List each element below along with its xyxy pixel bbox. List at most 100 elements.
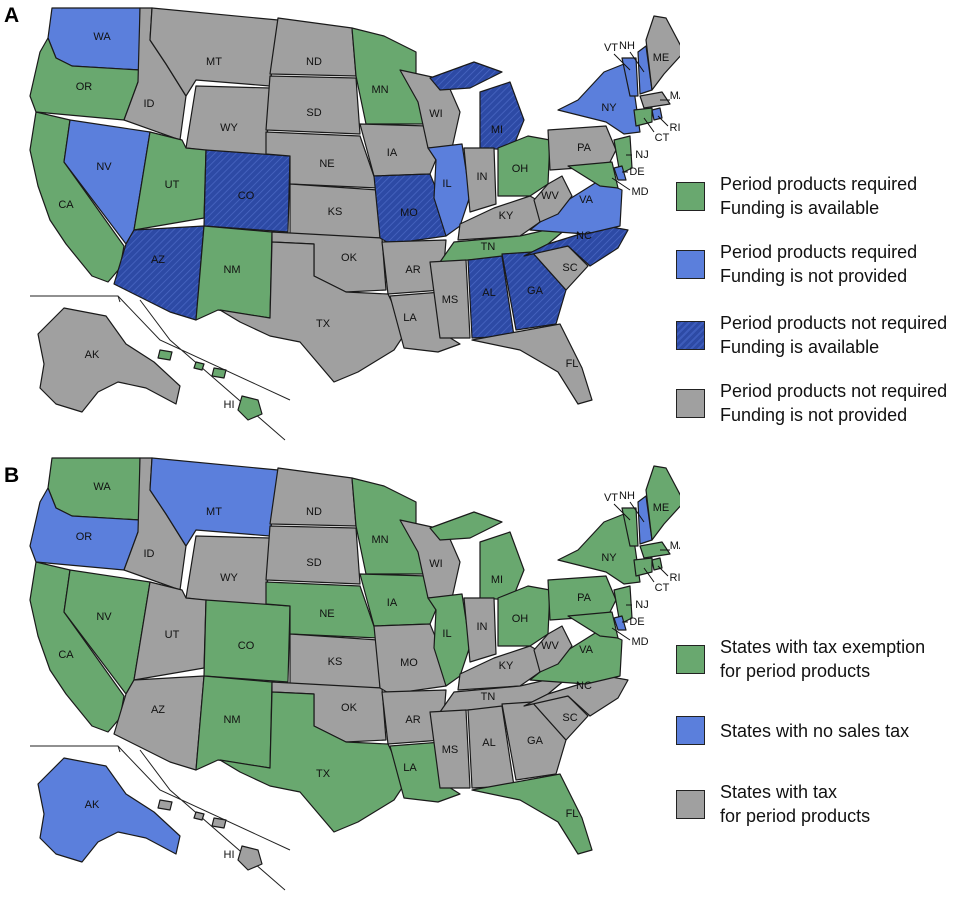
legend-item: Period products required Funding is avail… bbox=[676, 172, 969, 220]
state-wv bbox=[533, 625, 573, 673]
state-label-il: IL bbox=[442, 628, 451, 640]
panel-a-letter: A bbox=[4, 4, 20, 27]
legend-item: States with no sales tax bbox=[676, 716, 969, 745]
state-label-mt: MT bbox=[206, 506, 222, 518]
state-ga bbox=[501, 251, 567, 331]
state-label-ms: MS bbox=[442, 744, 459, 756]
state-label-ne: NE bbox=[319, 158, 334, 170]
state-label-ak: AK bbox=[85, 799, 100, 811]
state-me bbox=[645, 465, 680, 541]
state-label-ct: CT bbox=[655, 582, 670, 594]
leader-line-md bbox=[611, 177, 631, 191]
state-in bbox=[463, 147, 497, 213]
state-label-ct: CT bbox=[655, 132, 670, 144]
state-label-co: CO bbox=[238, 190, 255, 202]
state-label-nd: ND bbox=[306, 506, 322, 518]
legend-label: States with tax exemption bbox=[720, 637, 926, 657]
state-label-ri: RI bbox=[670, 122, 681, 134]
state-label-wv: WV bbox=[541, 640, 559, 652]
state-ak bbox=[37, 757, 181, 863]
state-label-hi: HI bbox=[224, 849, 235, 861]
state-de bbox=[613, 165, 627, 181]
state-md bbox=[567, 611, 619, 639]
state-label-ia: IA bbox=[387, 597, 398, 609]
state-label-co: CO bbox=[238, 640, 255, 652]
state-label-mo: MO bbox=[400, 657, 418, 669]
legend-label: Period products required bbox=[720, 242, 918, 262]
state-label-ga: GA bbox=[527, 735, 544, 747]
state-hi bbox=[157, 799, 263, 871]
legend-swatch bbox=[676, 644, 705, 674]
legend-item: Period products required Funding is not p… bbox=[676, 240, 969, 288]
legend-item: Period products not required Funding is a… bbox=[676, 311, 969, 359]
state-label-ia: IA bbox=[387, 147, 398, 159]
state-ma bbox=[639, 541, 671, 559]
legend-swatch bbox=[676, 789, 705, 819]
state-label-ma: MA bbox=[670, 90, 680, 102]
leader-line-ri bbox=[657, 115, 669, 127]
state-ga bbox=[501, 701, 567, 781]
state-label-la: LA bbox=[403, 312, 417, 324]
state-label-nm: NM bbox=[223, 714, 240, 726]
state-label-nv: NV bbox=[96, 161, 112, 173]
state-label-nc: NC bbox=[576, 680, 592, 692]
state-vt bbox=[621, 57, 639, 97]
state-label-mo: MO bbox=[400, 207, 418, 219]
state-hi bbox=[157, 349, 263, 421]
state-label-sd: SD bbox=[306, 107, 321, 119]
state-ms bbox=[429, 259, 471, 339]
legend-swatch bbox=[676, 388, 705, 418]
legend-label: Funding is available bbox=[720, 198, 880, 218]
state-ak bbox=[37, 307, 181, 413]
state-label-mn: MN bbox=[371, 84, 388, 96]
state-label-or: OR bbox=[76, 531, 93, 543]
panel-b-letter: B bbox=[4, 464, 20, 487]
state-label-sc: SC bbox=[562, 262, 577, 274]
panel-a: A WA OR CA NV ID MT WY UT CO AZ NM ND SD NE KS OK TX MN IA… bbox=[0, 0, 969, 450]
state-in bbox=[463, 597, 497, 663]
state-label-pa: PA bbox=[577, 592, 592, 604]
state-label-wa: WA bbox=[93, 31, 111, 43]
state-label-sc: SC bbox=[562, 712, 577, 724]
state-wv bbox=[533, 175, 573, 223]
legend-swatch bbox=[676, 249, 705, 279]
legend-swatch bbox=[676, 320, 705, 350]
state-label-il: IL bbox=[442, 178, 451, 190]
state-label-vt: VT bbox=[604, 42, 618, 54]
state-label-nm: NM bbox=[223, 264, 240, 276]
legend-item: States with tax exemption for period prod… bbox=[676, 635, 969, 683]
state-label-md: MD bbox=[631, 186, 648, 198]
state-label-id: ID bbox=[144, 98, 155, 110]
legend-label: Funding is not provided bbox=[720, 405, 908, 425]
state-label-al: AL bbox=[482, 287, 495, 299]
leader-line-ri bbox=[657, 565, 669, 577]
legend-label: Funding is not provided bbox=[720, 266, 908, 286]
leader-line-ct bbox=[643, 117, 655, 133]
state-label-wi: WI bbox=[429, 108, 442, 120]
state-vt bbox=[621, 507, 639, 547]
state-sd bbox=[265, 75, 361, 135]
state-label-mi: MI bbox=[491, 124, 503, 136]
state-ia bbox=[359, 573, 441, 627]
state-label-nc: NC bbox=[576, 230, 592, 242]
state-tx bbox=[219, 241, 407, 383]
state-label-mn: MN bbox=[371, 534, 388, 546]
state-label-ks: KS bbox=[328, 206, 343, 218]
state-label-hi: HI bbox=[224, 399, 235, 411]
state-label-ar: AR bbox=[405, 714, 420, 726]
state-label-wy: WY bbox=[220, 122, 238, 134]
state-label-me: ME bbox=[653, 52, 670, 64]
state-label-ca: CA bbox=[58, 649, 74, 661]
state-label-sd: SD bbox=[306, 557, 321, 569]
state-label-nv: NV bbox=[96, 611, 112, 623]
state-mi bbox=[429, 511, 525, 601]
state-ct bbox=[633, 107, 653, 127]
state-label-pa: PA bbox=[577, 142, 592, 154]
legend-label: Period products required bbox=[720, 174, 918, 194]
legend-item: Period products not required Funding is n… bbox=[676, 379, 969, 427]
state-label-az: AZ bbox=[151, 254, 165, 266]
state-label-mi: MI bbox=[491, 574, 503, 586]
state-co bbox=[203, 149, 291, 233]
state-label-md: MD bbox=[631, 636, 648, 648]
leader-line-ct bbox=[643, 567, 655, 583]
